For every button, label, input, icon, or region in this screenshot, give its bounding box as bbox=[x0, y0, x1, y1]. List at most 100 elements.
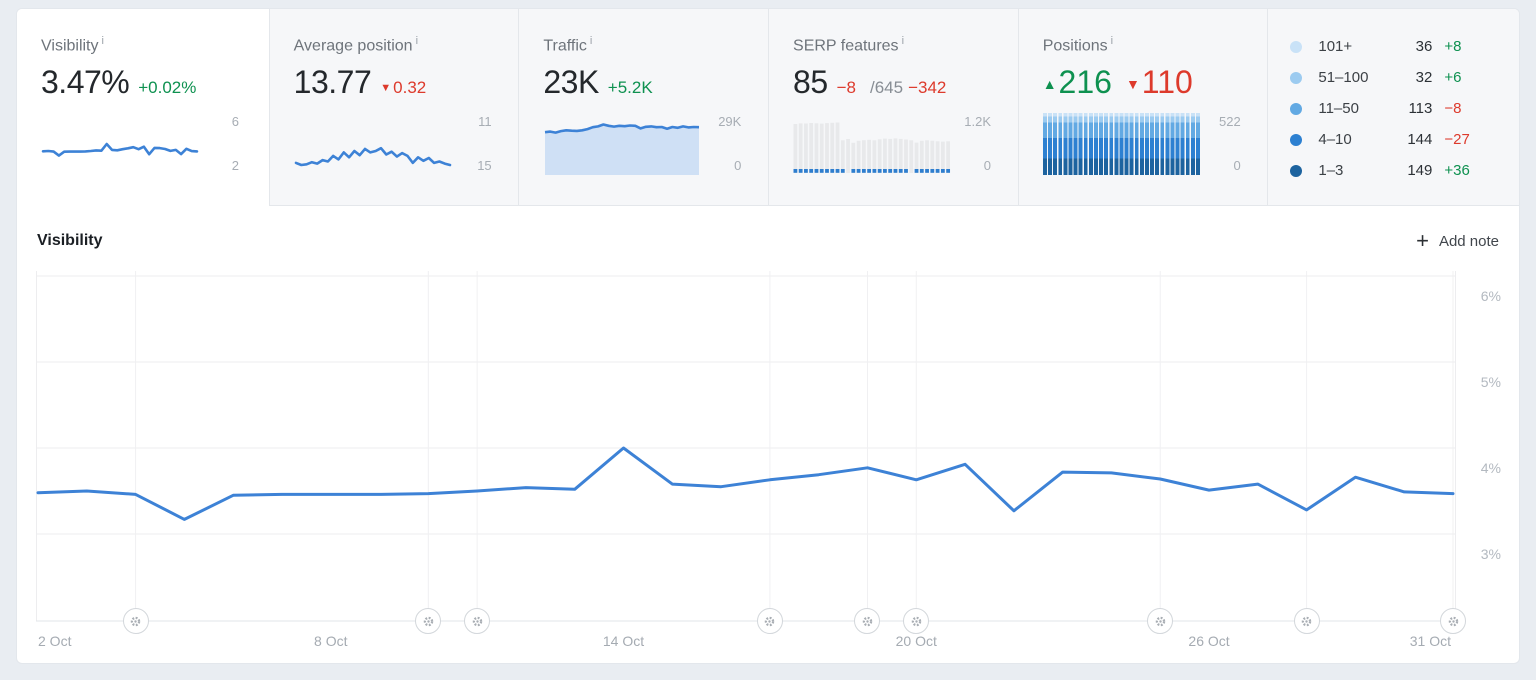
sparkline-chart bbox=[793, 122, 951, 174]
legend-dot-icon bbox=[1290, 71, 1303, 84]
y-axis-label: 3% bbox=[1480, 546, 1501, 562]
info-icon[interactable]: i bbox=[901, 35, 905, 47]
x-axis-label: 31 Oct bbox=[1409, 633, 1451, 649]
legend-delta: +36 bbox=[1444, 162, 1470, 179]
google-update-marker[interactable] bbox=[1440, 608, 1466, 634]
gear-icon bbox=[423, 616, 434, 626]
spark-axis-max: 6 bbox=[231, 114, 239, 130]
metric-value-row: 13.77 ▼ 0.32 bbox=[294, 64, 497, 101]
metric-value: 23K bbox=[543, 64, 599, 101]
legend-count: 113 bbox=[1408, 100, 1433, 117]
add-note-label: Add note bbox=[1438, 232, 1499, 250]
metric-title: Traffic i bbox=[543, 35, 593, 55]
legend-count: 144 bbox=[1407, 131, 1433, 148]
spark-axis-min: 2 bbox=[231, 158, 239, 174]
sparkline-row: 29K 0 bbox=[543, 113, 746, 176]
legend-delta: −8 bbox=[1444, 100, 1462, 117]
sparkline-chart bbox=[545, 123, 700, 176]
legend-range: 101+ bbox=[1318, 38, 1353, 55]
metric-value: 13.77 bbox=[293, 64, 372, 101]
y-axis-label: 5% bbox=[1480, 374, 1501, 390]
legend-range: 11–50 bbox=[1318, 100, 1359, 117]
google-update-marker[interactable] bbox=[854, 608, 881, 634]
spark-axis-max: 29K bbox=[718, 114, 742, 130]
spark-axis-min: 15 bbox=[477, 158, 492, 174]
legend-delta: +6 bbox=[1444, 69, 1462, 86]
legend-range: 51–100 bbox=[1318, 69, 1369, 86]
metric-tab-visibility[interactable]: Visibility i 3.47% +0.02% 6 2 bbox=[17, 9, 269, 206]
gear-icon bbox=[765, 616, 775, 626]
gear-icon bbox=[1448, 616, 1458, 626]
metric-value: 85 bbox=[793, 64, 828, 101]
visibility-chart[interactable] bbox=[36, 271, 1456, 623]
sparkline-row: 522 0 bbox=[1042, 113, 1246, 176]
metric-value-row: 23K +5.2K bbox=[543, 64, 746, 101]
spark-axis-labels: 6 2 bbox=[199, 113, 239, 175]
visibility-sparkline bbox=[41, 113, 199, 175]
google-update-marker[interactable] bbox=[415, 608, 442, 634]
spark-axis-min: 0 bbox=[1233, 158, 1241, 174]
metric-total-delta: −342 bbox=[908, 78, 947, 98]
position-range-row: 4–10 144 −27 bbox=[1290, 124, 1501, 155]
legend-dot-icon bbox=[1290, 102, 1303, 115]
metric-value-row: ▲216 ▼110 bbox=[1043, 64, 1246, 101]
spark-axis-labels: 29K 0 bbox=[701, 113, 741, 175]
google-update-marker[interactable] bbox=[903, 608, 930, 634]
metric-tab-average-position[interactable]: Average position i 13.77 ▼ 0.32 11 15 bbox=[268, 9, 519, 206]
spark-axis-min: 0 bbox=[983, 158, 992, 174]
y-axis-label: 4% bbox=[1480, 460, 1501, 476]
y-axis-label: 6% bbox=[1480, 288, 1501, 304]
gear-icon bbox=[911, 616, 922, 626]
info-icon[interactable]: i bbox=[1110, 35, 1114, 47]
metric-value-row: 3.47% +0.02% bbox=[41, 64, 247, 101]
gear-icon bbox=[1301, 616, 1312, 626]
google-update-marker[interactable] bbox=[1293, 608, 1320, 634]
google-update-marker[interactable] bbox=[122, 608, 149, 634]
gear-icon bbox=[1155, 616, 1165, 626]
add-note-button[interactable]: + Add note bbox=[1416, 230, 1499, 252]
positions-down-value: ▼110 bbox=[1125, 64, 1193, 101]
position-range-row: 101+ 36 +8 bbox=[1290, 31, 1501, 62]
metric-delta: ▼ 0.32 bbox=[380, 78, 427, 98]
legend-count: 36 bbox=[1415, 38, 1433, 55]
info-icon[interactable]: i bbox=[589, 35, 593, 47]
google-update-marker[interactable] bbox=[1147, 608, 1174, 634]
metric-title: Visibility i bbox=[41, 35, 104, 55]
metric-value: 3.47% bbox=[41, 64, 130, 101]
metric-title: SERP features i bbox=[793, 35, 905, 55]
sparkline-chart bbox=[294, 147, 451, 167]
metric-value-row: 85 −8 /645 −342 bbox=[793, 64, 996, 101]
info-icon[interactable]: i bbox=[415, 35, 419, 47]
x-axis-label: 2 Oct bbox=[38, 633, 72, 649]
sparkline-row: 11 15 bbox=[294, 113, 497, 175]
info-icon[interactable]: i bbox=[101, 35, 104, 47]
spark-axis-max: 522 bbox=[1218, 114, 1241, 130]
sparkline-row: 6 2 bbox=[41, 113, 247, 175]
positions-legend[interactable]: 101+ 36 +8 51–100 32 +6 11–50 113 −8 4–10 144 −27 1–… bbox=[1267, 9, 1519, 206]
overview-panel: Visibility i 3.47% +0.02% 6 2 Average pos… bbox=[16, 8, 1520, 664]
positions-up-value: ▲216 bbox=[1042, 64, 1112, 101]
legend-dot-icon bbox=[1290, 164, 1303, 177]
metric-tabs: Visibility i 3.47% +0.02% 6 2 Average pos… bbox=[17, 9, 1519, 206]
visibility-line-chart bbox=[36, 271, 1456, 622]
section-title: Visibility bbox=[37, 232, 103, 249]
metric-delta: +0.02% bbox=[138, 78, 197, 98]
legend-count: 149 bbox=[1407, 162, 1433, 179]
legend-delta: +8 bbox=[1444, 38, 1462, 55]
metric-total: /645 bbox=[870, 78, 904, 98]
metric-tab-serp-features[interactable]: SERP features i 85 −8 /645 −342 1.2K 0 bbox=[768, 9, 1018, 206]
position-range-row: 1–3 149 +36 bbox=[1290, 155, 1501, 186]
spark-axis-min: 0 bbox=[734, 158, 742, 174]
plus-icon: + bbox=[1416, 228, 1429, 253]
metric-title: Average position i bbox=[293, 35, 419, 55]
google-update-marker[interactable] bbox=[464, 608, 491, 634]
metric-tab-positions[interactable]: Positions i ▲216 ▼110 522 0 bbox=[1017, 9, 1268, 206]
positions-stacked-bars bbox=[1042, 113, 1201, 176]
x-axis-label: 20 Oct bbox=[895, 633, 937, 649]
spark-axis-labels: 522 0 bbox=[1201, 113, 1241, 175]
down-arrow-icon: ▼ bbox=[1125, 76, 1140, 93]
google-update-marker[interactable] bbox=[756, 608, 783, 634]
metric-tab-traffic[interactable]: Traffic i 23K +5.2K 29K 0 bbox=[518, 9, 769, 206]
legend-delta: −27 bbox=[1444, 131, 1470, 148]
up-arrow-icon: ▲ bbox=[1042, 76, 1057, 93]
